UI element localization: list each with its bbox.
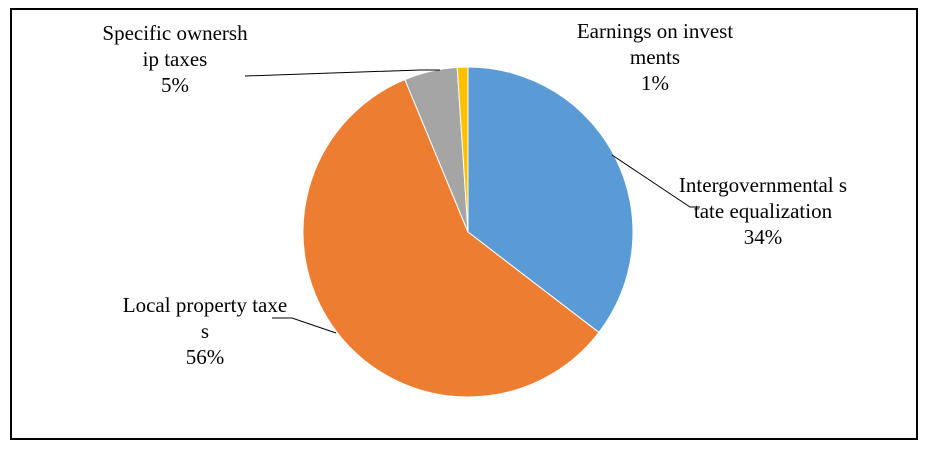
value-label: 56% xyxy=(185,345,225,369)
category-name: Intergovernmental state equalization xyxy=(678,173,848,223)
slice-label: Earnings on investments 1% xyxy=(570,18,740,96)
pie-slice xyxy=(467,66,634,334)
chart-border xyxy=(10,8,918,440)
slice-label: Local property taxes 56% xyxy=(120,292,290,370)
category-name: Local property taxes xyxy=(122,293,288,343)
value-label: 5% xyxy=(161,73,189,97)
value-label: 1% xyxy=(641,71,669,95)
value-label: 34% xyxy=(743,225,783,249)
category-name: Earnings on investments xyxy=(576,19,734,69)
leader-line xyxy=(611,154,700,208)
slice-label: Intergovernmental state equalization 34% xyxy=(678,172,848,250)
leader-line xyxy=(272,317,337,334)
slice-label: Specific ownership taxes 5% xyxy=(100,20,250,98)
pie-slice xyxy=(456,66,469,233)
category-name: Specific ownership taxes xyxy=(102,21,248,71)
pie-slice xyxy=(302,78,600,398)
leader-line xyxy=(244,69,440,77)
